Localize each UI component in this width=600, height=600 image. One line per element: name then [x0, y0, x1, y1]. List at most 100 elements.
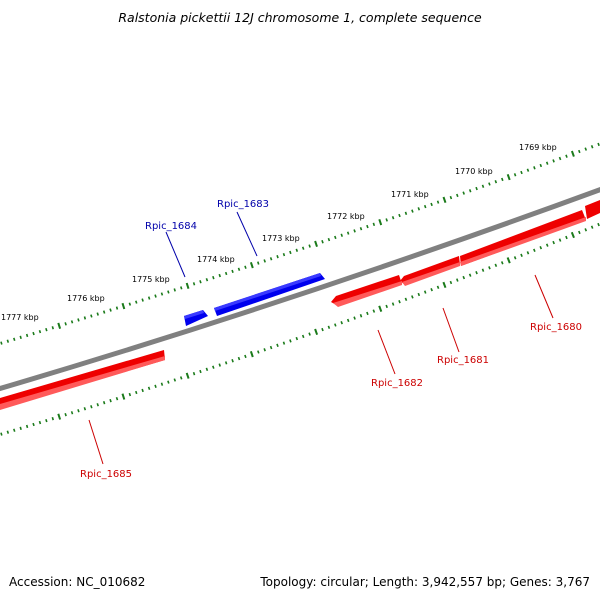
minor-tick: [0, 341, 3, 345]
minor-tick: [340, 321, 343, 325]
minor-tick: [257, 261, 260, 265]
minor-tick: [334, 323, 337, 327]
minor-tick: [19, 335, 22, 340]
minor-tick: [237, 356, 241, 361]
minor-tick: [520, 253, 523, 257]
minor-tick: [64, 322, 67, 326]
minor-tick: [411, 295, 414, 299]
minor-tick: [321, 327, 324, 332]
minor-tick: [192, 371, 196, 376]
minor-tick: [327, 325, 331, 329]
minor-tick: [199, 280, 202, 284]
minor-tick: [301, 246, 305, 250]
minor-tick: [218, 273, 221, 278]
major-tick: [570, 231, 575, 239]
minor-tick: [584, 228, 588, 232]
minor-tick: [308, 332, 311, 336]
minor-tick: [224, 271, 228, 276]
minor-tick: [205, 367, 209, 372]
minor-tick: [533, 248, 536, 252]
minor-tick: [102, 401, 106, 405]
minor-tick: [244, 265, 247, 269]
minor-tick: [590, 145, 594, 149]
minor-tick: [539, 246, 543, 250]
major-tick: [249, 350, 254, 358]
minor-tick: [90, 314, 93, 318]
minor-tick: [282, 341, 286, 345]
kbp-label: 1769 kbp: [519, 143, 557, 152]
minor-tick: [128, 302, 132, 306]
minor-tick: [520, 170, 523, 175]
minor-tick: [449, 195, 453, 200]
minor-tick: [147, 386, 151, 391]
kbp-label: 1773 kbp: [262, 234, 300, 243]
minor-tick: [372, 222, 376, 227]
minor-tick: [597, 142, 600, 147]
minor-tick: [231, 269, 234, 274]
minor-tick: [154, 294, 157, 298]
minor-tick: [109, 308, 112, 312]
kbp-label: 1775 kbp: [132, 275, 170, 284]
minor-tick: [179, 376, 183, 380]
minor-tick: [51, 416, 54, 421]
minor-tick: [513, 256, 517, 260]
minor-tick: [231, 359, 234, 363]
minor-tick: [269, 257, 273, 261]
gene-label-rpic-1684[interactable]: Rpic_1684: [145, 221, 197, 232]
minor-tick: [0, 432, 3, 436]
minor-tick: [38, 329, 42, 334]
minor-tick: [237, 267, 241, 271]
minor-tick: [578, 230, 581, 235]
minor-tick: [449, 280, 453, 285]
major-tick: [57, 322, 62, 329]
minor-tick: [526, 168, 530, 172]
major-tick: [442, 196, 447, 204]
gene-label-rpic-1683[interactable]: Rpic_1683: [217, 199, 269, 210]
minor-tick: [70, 411, 74, 415]
minor-tick: [565, 154, 568, 158]
minor-tick: [115, 306, 119, 310]
minor-tick: [167, 380, 170, 384]
minor-tick: [494, 263, 498, 267]
minor-tick: [334, 235, 337, 240]
minor-tick: [289, 250, 292, 255]
minor-tick: [501, 177, 504, 182]
minor-tick: [584, 147, 588, 151]
gene-label-rpic-1685[interactable]: Rpic_1685: [80, 469, 132, 480]
minor-tick: [468, 189, 472, 193]
minor-tick: [366, 224, 369, 229]
minor-tick: [263, 259, 266, 263]
minor-tick: [346, 318, 350, 323]
minor-tick: [160, 292, 164, 296]
minor-tick: [96, 312, 99, 316]
minor-tick: [481, 184, 485, 188]
major-tick: [249, 261, 254, 269]
major-tick: [378, 305, 383, 312]
major-tick: [57, 413, 62, 420]
kbp-label: 1770 kbp: [455, 167, 493, 176]
major-tick: [378, 218, 383, 226]
minor-tick: [423, 290, 427, 294]
reverse-genes: [0, 200, 600, 410]
minor-tick: [462, 275, 466, 280]
minor-tick: [141, 388, 144, 393]
minor-tick: [346, 231, 350, 235]
minor-tick: [430, 202, 433, 207]
minor-tick: [70, 320, 74, 324]
gene-label-rpic-1680[interactable]: Rpic_1680: [530, 322, 582, 333]
gene-label-rpic-1682[interactable]: Rpic_1682: [371, 378, 423, 389]
major-tick: [185, 282, 190, 290]
minor-tick: [526, 251, 530, 255]
major-tick: [506, 173, 511, 181]
minor-tick: [494, 180, 498, 184]
minor-tick: [32, 422, 35, 427]
minor-tick: [456, 193, 459, 198]
kbp-labels: 1769 kbp 1770 kbp 1771 kbp 1772 kbp 1773…: [1, 143, 557, 322]
gene-label-rpic-1681[interactable]: Rpic_1681: [437, 355, 489, 366]
minor-tick: [462, 191, 465, 195]
gene-rpic-1684[interactable]: [184, 310, 208, 326]
minor-tick: [167, 290, 170, 294]
minor-tick: [289, 339, 292, 343]
